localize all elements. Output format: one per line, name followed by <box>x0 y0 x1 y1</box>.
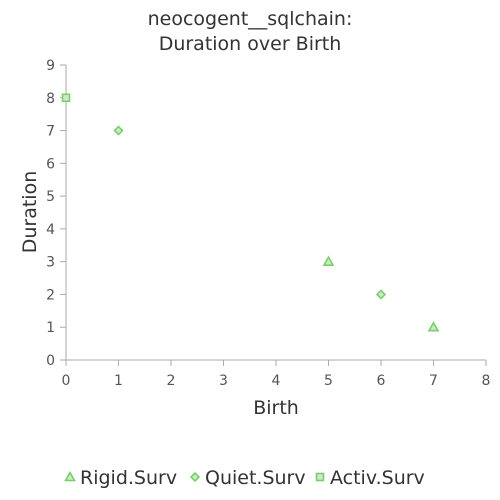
x-tick-label: 0 <box>62 373 71 389</box>
point-quiet-surv <box>115 127 123 135</box>
x-tick-label: 7 <box>429 373 438 389</box>
x-tick-label: 8 <box>482 373 491 389</box>
point-quiet-surv <box>377 290 385 298</box>
x-tick-label: 1 <box>114 373 123 389</box>
legend-label-activ-surv: Activ.Surv <box>330 467 425 489</box>
chart-title-line-2: Duration over Birth <box>159 33 342 55</box>
point-rigid-surv <box>324 257 333 265</box>
y-tick-label: 6 <box>46 156 55 172</box>
chart-title-line-1: neocogent__sqlchain: <box>148 8 353 30</box>
point-activ-surv <box>63 94 70 101</box>
x-tick-label: 2 <box>167 373 176 389</box>
y-tick-label: 4 <box>46 222 55 238</box>
y-tick-label: 0 <box>46 353 55 369</box>
x-axis-ticks: 0 1 2 3 4 5 6 7 8 <box>62 360 491 389</box>
y-tick-label: 8 <box>46 91 55 107</box>
y-tick-label: 5 <box>46 189 55 205</box>
y-tick-label: 3 <box>46 255 55 271</box>
legend-label-rigid-surv: Rigid.Surv <box>80 467 177 489</box>
legend-label-quiet-surv: Quiet.Surv <box>205 467 306 489</box>
legend-item-rigid-surv: Rigid.Surv <box>66 467 178 489</box>
x-tick-label: 6 <box>377 373 386 389</box>
x-tick-label: 4 <box>272 373 281 389</box>
legend-item-quiet-surv: Quiet.Surv <box>191 467 306 489</box>
data-points <box>63 94 439 330</box>
y-tick-label: 2 <box>46 287 55 303</box>
y-tick-label: 7 <box>46 124 55 140</box>
legend: Rigid.Surv Quiet.Surv Activ.Surv <box>66 467 425 489</box>
x-tick-label: 5 <box>324 373 333 389</box>
y-tick-label: 9 <box>46 58 55 74</box>
legend-marker-rigid-surv <box>66 473 75 481</box>
axes <box>66 65 486 360</box>
legend-item-activ-surv: Activ.Surv <box>317 467 425 489</box>
legend-marker-activ-surv <box>317 474 324 481</box>
x-axis-label: Birth <box>253 397 299 419</box>
point-rigid-surv <box>429 323 438 331</box>
y-axis-ticks: 0 1 2 3 4 5 6 7 8 9 <box>46 58 66 369</box>
legend-marker-quiet-surv <box>191 473 199 481</box>
y-tick-label: 1 <box>46 320 55 336</box>
x-tick-label: 3 <box>219 373 228 389</box>
y-axis-label: Duration <box>19 171 41 254</box>
